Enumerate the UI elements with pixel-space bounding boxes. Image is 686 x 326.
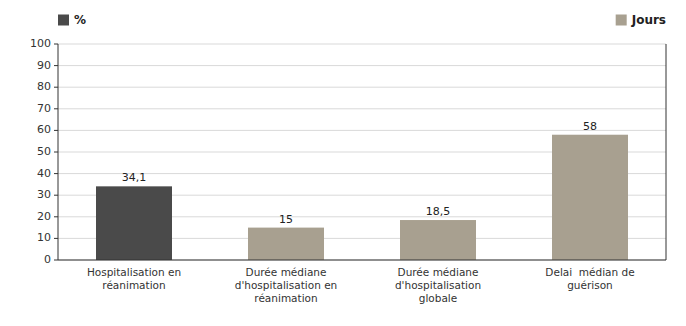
x-axis: Hospitalisation enréanimationDurée média… — [87, 266, 635, 304]
y-tick — [54, 87, 58, 88]
y-tick-label: 100 — [30, 37, 51, 50]
data-label: 58 — [583, 120, 597, 133]
x-tick-label-line: guérison — [567, 279, 613, 291]
x-tick-label-line: Hospitalisation en — [87, 266, 181, 278]
chart-container: 0 10 20 30 40 50 60 70 80 90 100 34,1 15 18,5 58 Hospit… — [0, 0, 686, 326]
y-tick-label: 20 — [37, 210, 51, 223]
x-tick-label: Durée médianed'hospitalisationglobale — [395, 266, 481, 304]
right-axis-line — [666, 44, 667, 260]
chart-svg: 0 10 20 30 40 50 60 70 80 90 100 34,1 15 18,5 58 Hospit… — [0, 0, 686, 326]
y-tick-label: 90 — [37, 59, 51, 72]
x-tick-label-line: Durée médiane — [398, 266, 479, 278]
y-tick-label: 0 — [44, 253, 51, 266]
x-tick-label-line: réanimation — [254, 292, 317, 304]
y-axis-line — [58, 44, 59, 260]
bar — [400, 220, 476, 260]
grid-line — [58, 44, 666, 45]
grid-line — [58, 260, 666, 261]
x-tick-label-line: globale — [419, 292, 457, 304]
legend-item: Jours — [616, 13, 666, 27]
y-tick — [54, 216, 58, 217]
x-tick-label: Delai médian deguérison — [545, 266, 634, 291]
bar — [552, 135, 628, 260]
x-axis-line — [58, 260, 666, 261]
bar — [96, 186, 172, 260]
grid-line — [58, 65, 666, 66]
y-tick — [54, 238, 58, 239]
x-tick-label-line: d'hospitalisation en — [235, 279, 338, 291]
y-tick-label: 50 — [37, 145, 51, 158]
y-tick — [54, 260, 58, 261]
legend: % Jours — [58, 13, 666, 27]
y-tick-label: 30 — [37, 188, 51, 201]
y-tick-label: 40 — [37, 167, 51, 180]
x-tick-label-line: Durée médiane — [246, 266, 327, 278]
legend-swatch — [616, 15, 627, 26]
y-tick — [54, 65, 58, 66]
x-tick-label-line: d'hospitalisation — [395, 279, 481, 291]
data-labels: 34,1 15 18,5 58 — [122, 120, 597, 226]
data-label: 34,1 — [122, 171, 147, 184]
y-tick-label: 70 — [37, 102, 51, 115]
bar — [248, 228, 324, 260]
legend-label: Jours — [631, 13, 666, 27]
y-tick — [54, 130, 58, 131]
grid-line — [58, 108, 666, 109]
legend-item: % — [58, 13, 86, 27]
y-tick — [54, 44, 58, 45]
grid-line — [58, 87, 666, 88]
y-tick — [54, 152, 58, 153]
grid — [58, 44, 666, 260]
y-tick-label: 10 — [37, 231, 51, 244]
y-tick-label: 80 — [37, 80, 51, 93]
data-label: 18,5 — [426, 205, 451, 218]
y-tick — [54, 108, 58, 109]
legend-label: % — [74, 13, 86, 27]
y-tick — [54, 195, 58, 196]
x-tick-label: Durée médianed'hospitalisation enréanima… — [235, 266, 338, 304]
y-axis: 0 10 20 30 40 50 60 70 80 90 100 — [30, 37, 58, 266]
data-label: 15 — [279, 213, 293, 226]
bars — [96, 135, 628, 260]
grid-line — [58, 130, 666, 131]
legend-swatch — [58, 15, 69, 26]
y-tick-label: 60 — [37, 123, 51, 136]
x-tick-label-line: réanimation — [102, 279, 165, 291]
y-tick — [54, 173, 58, 174]
x-tick-label: Hospitalisation enréanimation — [87, 266, 181, 291]
x-tick-label-line: Delai médian de — [545, 266, 634, 278]
